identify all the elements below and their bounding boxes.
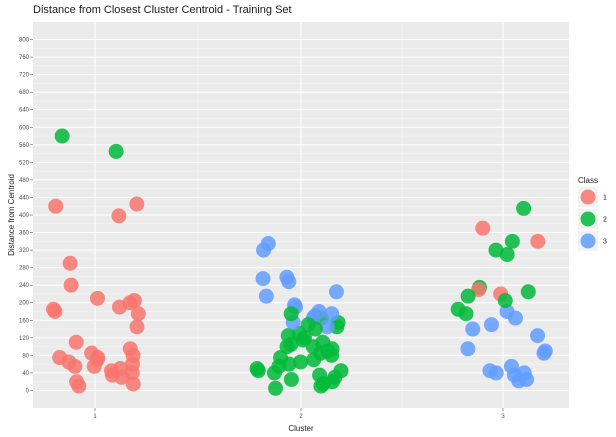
data-point-class-2 [283, 371, 299, 387]
data-point-class-3 [319, 319, 335, 335]
data-point-class-3 [507, 310, 523, 326]
data-point-class-1 [46, 301, 62, 317]
chart-title: Distance from Closest Cluster Centroid -… [33, 4, 292, 16]
y-tick-label: 600 [19, 125, 30, 131]
data-point-class-3 [258, 288, 274, 304]
legend-items: 1 2 3 [578, 187, 607, 251]
data-point-class-2 [516, 200, 532, 216]
data-point-class-3 [537, 343, 553, 359]
y-tick-label: 200 [19, 301, 30, 307]
y-tick-label: 0 [26, 388, 30, 394]
x-tick-label: 3 [501, 414, 505, 420]
y-tick-label: 560 [19, 143, 30, 149]
data-point-class-3 [465, 321, 481, 337]
y-tick-label: 320 [19, 248, 30, 254]
data-point-class-2 [54, 128, 70, 144]
legend-label: 1 [603, 195, 607, 202]
data-point-class-2 [108, 143, 124, 159]
data-point-class-2 [520, 284, 536, 300]
y-tick-label: 680 [19, 90, 30, 96]
data-point-class-3 [255, 271, 271, 287]
data-point-class-1 [48, 198, 64, 214]
y-tick-label: 280 [19, 266, 30, 272]
data-point-class-3 [530, 328, 546, 344]
data-point-class-1 [52, 350, 68, 366]
legend-label: 2 [603, 217, 607, 224]
data-point-class-1 [69, 374, 85, 390]
data-point-class-2 [291, 325, 307, 341]
legend: Class 1 2 3 [578, 176, 607, 251]
data-point-class-1 [89, 290, 105, 306]
legend-key-class-2 [580, 211, 596, 227]
data-point-class-3 [328, 284, 344, 300]
y-tick-label: 160 [19, 318, 30, 324]
data-point-class-2 [499, 246, 515, 262]
data-point-class-2 [450, 301, 466, 317]
y-tick-label: 720 [19, 73, 30, 79]
data-point-class-2 [497, 293, 513, 309]
legend-label: 3 [603, 239, 607, 246]
data-point-class-1 [68, 334, 84, 350]
legend-title: Class [578, 176, 598, 185]
data-point-class-2 [249, 361, 265, 377]
data-point-class-1 [62, 255, 78, 271]
data-point-class-1 [125, 376, 141, 392]
data-point-class-2 [283, 306, 299, 322]
data-point-class-1 [67, 358, 83, 374]
y-tick-label: 520 [19, 160, 30, 166]
data-point-class-1 [111, 208, 127, 224]
grid [33, 22, 569, 408]
data-point-class-2 [268, 380, 284, 396]
x-axis: 1 2 3 [93, 408, 505, 420]
data-point-class-2 [327, 369, 343, 385]
data-point-class-3 [503, 358, 519, 374]
data-point-class-3 [279, 269, 295, 285]
y-tick-label: 360 [19, 231, 30, 237]
y-tick-label: 800 [19, 38, 30, 44]
y-tick-label: 240 [19, 283, 30, 289]
y-tick-label: 40 [22, 371, 29, 377]
y-tick-label: 480 [19, 178, 30, 184]
data-point-class-3 [324, 306, 340, 322]
y-tick-label: 80 [22, 353, 29, 359]
data-point-class-2 [504, 233, 520, 249]
x-tick-label: 1 [93, 414, 97, 420]
data-point-class-1 [122, 341, 138, 357]
data-point-class-1 [129, 319, 145, 335]
data-point-class-2 [293, 354, 309, 370]
y-tick-label: 120 [19, 336, 30, 342]
data-point-class-3 [256, 242, 272, 258]
data-point-class-3 [483, 317, 499, 333]
data-point-class-3 [488, 365, 504, 381]
y-tick-label: 440 [19, 195, 30, 201]
y-axis-title: Distance from Centroid [7, 174, 16, 256]
y-axis: 0 40 80 120 160 200 240 280 320 360 400 440 480 520 56… [19, 38, 33, 394]
y-tick-label: 640 [19, 108, 30, 114]
data-point-class-1 [122, 295, 138, 311]
x-tick-label: 2 [299, 414, 303, 420]
data-point-class-2 [307, 321, 323, 337]
data-point-class-2 [313, 378, 329, 394]
y-tick-label: 760 [19, 55, 30, 61]
legend-key-class-3 [580, 233, 596, 249]
data-point-class-2 [324, 341, 340, 357]
data-point-class-1 [130, 306, 146, 322]
data-point-class-2 [281, 356, 297, 372]
legend-key-class-1 [580, 189, 596, 205]
data-point-class-1 [114, 369, 130, 385]
data-point-class-3 [460, 341, 476, 357]
data-points [46, 128, 553, 396]
x-axis-title: Cluster [288, 424, 314, 433]
data-point-class-1 [63, 277, 79, 293]
data-point-class-1 [129, 196, 145, 212]
y-tick-label: 400 [19, 213, 30, 219]
data-point-class-1 [530, 233, 546, 249]
data-point-class-3 [519, 371, 535, 387]
data-point-class-1 [86, 358, 102, 374]
data-point-class-2 [460, 288, 476, 304]
data-point-class-1 [475, 220, 491, 236]
